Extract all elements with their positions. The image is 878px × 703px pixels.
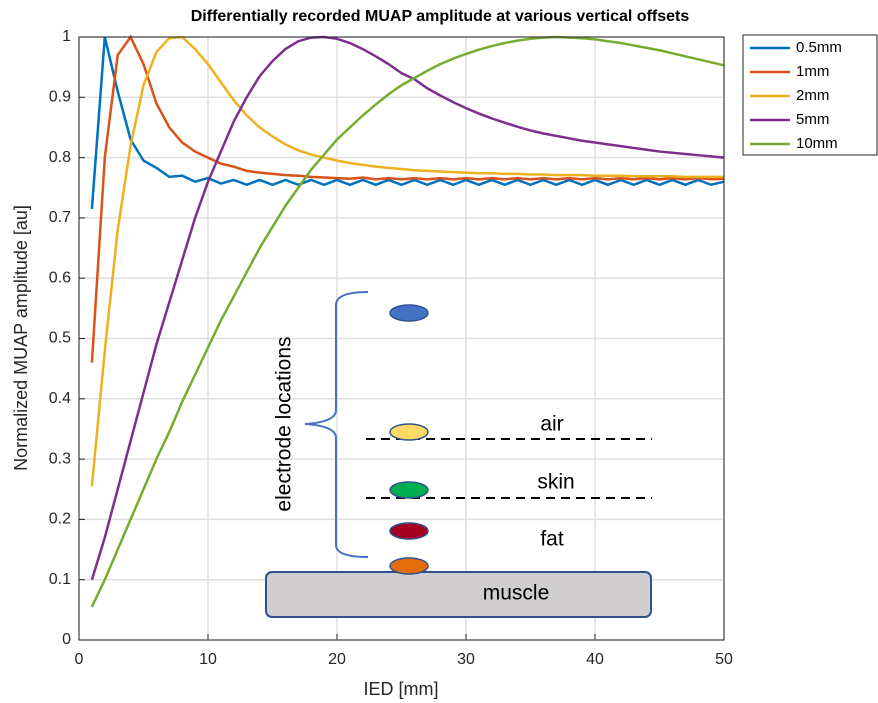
legend-label: 0.5mm (796, 39, 842, 56)
annotation: muscle (483, 582, 550, 605)
legend: 0.5mm 1mm 2mm 5mm 10mm (750, 39, 842, 152)
y-tick-label: 1 (62, 28, 71, 45)
legend-label: 2mm (796, 87, 829, 104)
annotation: skin (537, 471, 574, 494)
series-line (90, 36, 725, 209)
legend-label: 10mm (796, 135, 838, 152)
series-line (90, 35, 725, 581)
x-tick-label: 30 (457, 651, 475, 668)
chart-title: Differentially recorded MUAP amplitude a… (191, 8, 690, 25)
electrode (389, 481, 429, 499)
annotation: fat (540, 528, 564, 551)
axes-box (78, 36, 725, 641)
y-tick-label: 0.4 (49, 390, 71, 407)
y-tick-label: 0.7 (49, 209, 71, 226)
muscle-block (265, 571, 652, 618)
x-tick-label: 40 (586, 651, 604, 668)
series-line (90, 35, 725, 608)
annotation: air (540, 413, 563, 436)
y-tick-label: 0.3 (49, 450, 71, 467)
x-axis-label: IED [mm] (364, 679, 439, 699)
y-axis-label: Normalized MUAP amplitude [au] (11, 205, 31, 471)
y-tick-label: 0.9 (49, 89, 71, 106)
y-tick-label: 0.1 (49, 571, 71, 588)
electrode (389, 522, 429, 540)
legend-label: 5mm (796, 111, 829, 128)
electrode (389, 304, 429, 322)
y-tick-label: 0.8 (49, 149, 71, 166)
inset-diagram: electrode locations air skin fat muscle (265, 291, 652, 618)
x-tick-label: 0 (75, 651, 84, 668)
annotation: electrode locations (273, 336, 296, 511)
y-tick-label: 0.6 (49, 269, 71, 286)
brace (304, 291, 369, 558)
x-tick-label: 10 (199, 651, 217, 668)
lines (90, 34, 725, 608)
y-tick-label: 0.5 (49, 330, 71, 347)
x-tick-label: 20 (328, 651, 346, 668)
legend-label: 1mm (796, 63, 829, 80)
series-line (90, 35, 724, 487)
y-tick-label: 0 (62, 631, 71, 648)
electrode (389, 557, 429, 575)
series-line (90, 34, 725, 363)
y-tick-label: 0.2 (49, 511, 71, 528)
electrode (389, 423, 429, 441)
x-tick-label: 50 (715, 651, 733, 668)
